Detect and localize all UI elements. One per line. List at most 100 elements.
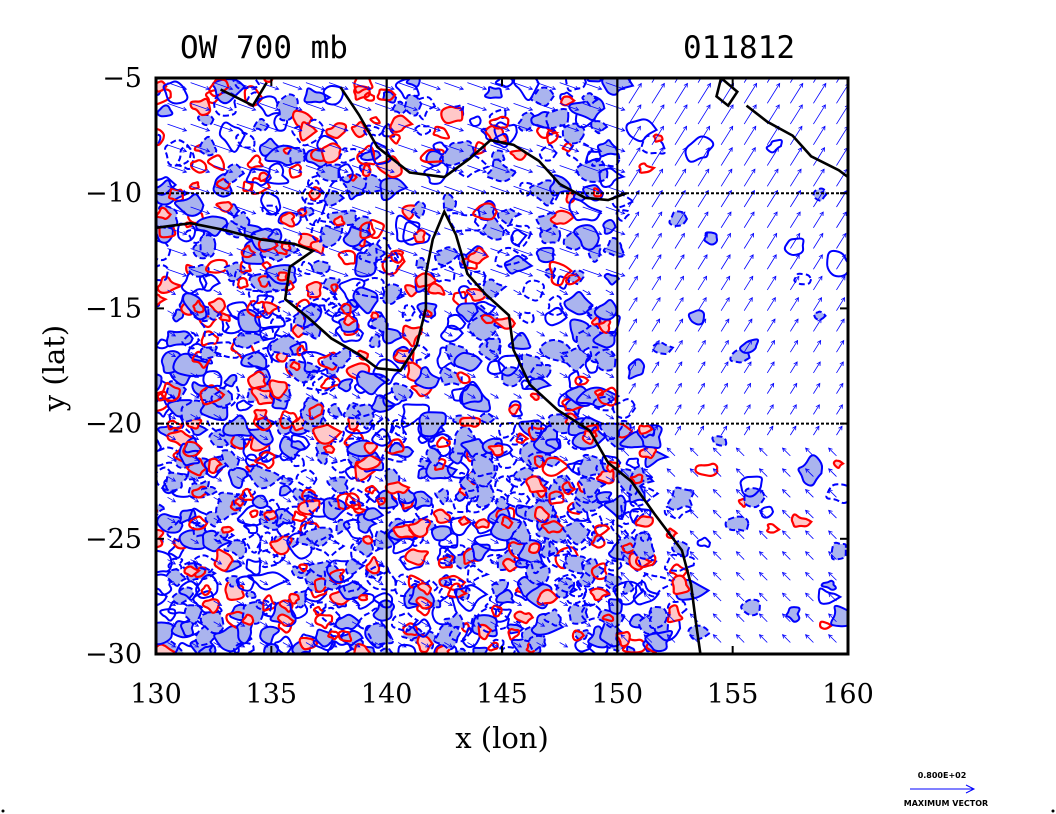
- wind-vector: [351, 559, 361, 565]
- wind-vector-head: [378, 311, 384, 316]
- wind-vector: [167, 82, 187, 90]
- positive-ow-contour: [291, 510, 308, 523]
- wind-vector-head: [540, 643, 546, 648]
- wind-vector-head: [448, 435, 453, 440]
- wind-vector: [398, 517, 407, 523]
- wind-vector: [582, 579, 591, 586]
- wind-vector-head: [459, 231, 464, 236]
- wind-vector: [374, 455, 384, 461]
- negative-ow-contour: [625, 118, 659, 143]
- wind-vector: [444, 268, 464, 277]
- negative-ow-contour: [491, 149, 506, 162]
- wind-vector-head: [846, 62, 849, 66]
- negative-ow-contour: [183, 604, 204, 625]
- wind-vector-head: [795, 275, 800, 281]
- wind-vector: [351, 165, 372, 173]
- wind-vector: [651, 318, 660, 332]
- negative-ow-contour: [351, 215, 372, 232]
- wind-vector-head: [823, 62, 826, 66]
- wind-vector: [282, 517, 291, 523]
- negative-ow-contour: [404, 93, 423, 117]
- wind-vector: [782, 447, 791, 457]
- wind-vector: [282, 310, 291, 316]
- negative-ow-contour: [156, 587, 169, 607]
- wind-vector-head: [228, 168, 234, 174]
- wind-vector-head: [517, 435, 523, 440]
- wind-vector-head: [171, 290, 177, 295]
- wind-vector: [490, 600, 499, 606]
- wind-vector: [643, 489, 653, 498]
- wind-vector: [536, 517, 545, 523]
- wind-vector: [351, 331, 361, 337]
- wind-vector: [421, 559, 430, 565]
- wind-vector-head: [448, 353, 453, 358]
- negative-ow-contour: [363, 124, 386, 137]
- wind-vector: [828, 447, 837, 457]
- wind-vector-head: [821, 104, 826, 109]
- wind-vector-head: [205, 168, 211, 174]
- wind-vector-head: [309, 477, 315, 482]
- positive-ow-contour: [192, 299, 205, 314]
- positive-ow-contour: [370, 311, 380, 320]
- wind-vector-head: [637, 104, 642, 109]
- wind-vector-head: [597, 231, 603, 236]
- positive-ow-contour: [288, 592, 301, 605]
- positive-ow-contour: [219, 312, 231, 323]
- negative-ow-contour: [345, 436, 369, 455]
- wind-vector-head: [563, 332, 569, 337]
- wind-vector: [213, 434, 222, 440]
- wind-vector: [351, 351, 361, 357]
- positive-ow-contour: [436, 436, 451, 449]
- wind-vector-head: [240, 435, 246, 440]
- wind-vector: [836, 361, 844, 374]
- wind-vector: [374, 476, 384, 482]
- axis-tick-labels: 130 135 140 145 150 155 160−5−10−15−20−25−30: [85, 63, 874, 710]
- wind-vector: [782, 489, 791, 498]
- wind-vector-head: [517, 518, 523, 523]
- wind-vector: [167, 331, 176, 337]
- positive-ow-contour: [198, 315, 218, 329]
- wind-vector: [620, 572, 630, 581]
- wind-vector-head: [263, 539, 269, 544]
- wind-vector: [690, 510, 699, 519]
- wind-vector: [398, 206, 418, 215]
- wind-vector-head: [816, 339, 822, 345]
- wind-vector-head: [402, 373, 407, 378]
- wind-vector-head: [758, 447, 764, 453]
- wind-vector: [536, 144, 556, 152]
- wind-vector: [305, 414, 314, 420]
- wind-vector: [259, 289, 268, 295]
- wind-vector: [398, 496, 407, 503]
- wind-vector: [167, 123, 187, 132]
- negative-ow-contour: [497, 354, 521, 377]
- positive-ow-contour: [206, 154, 225, 172]
- wind-vector: [513, 248, 533, 256]
- wind-vector-head: [448, 498, 453, 503]
- wind-vector-head: [402, 601, 407, 606]
- negative-ow-contour: [165, 471, 188, 492]
- negative-ow-contour: [628, 480, 660, 508]
- positive-ow-contour: [416, 582, 433, 596]
- wind-vector: [467, 165, 487, 173]
- wind-vector: [190, 559, 199, 565]
- wind-vector: [805, 510, 814, 519]
- wind-vector: [444, 185, 464, 194]
- wind-vector-head: [540, 311, 546, 316]
- wind-vector: [743, 318, 753, 332]
- negative-ow-contour: [667, 486, 695, 511]
- wind-vector-head: [240, 415, 246, 420]
- negative-ow-contour: [390, 382, 414, 402]
- wind-vector: [582, 248, 602, 256]
- wind-vector: [259, 496, 268, 503]
- wind-vector-head: [796, 211, 801, 217]
- wind-vector: [490, 268, 510, 277]
- wind-vector: [766, 404, 774, 415]
- wind-vector-head: [448, 581, 453, 586]
- wind-vector-head: [309, 353, 315, 358]
- wind-vector-head: [528, 231, 534, 236]
- wind-vector-head: [436, 127, 441, 132]
- positive-ow-contour: [456, 371, 471, 385]
- negative-ow-contour: [219, 530, 236, 540]
- negative-ow-contour: [222, 414, 252, 437]
- negative-ow-contour: [530, 560, 548, 575]
